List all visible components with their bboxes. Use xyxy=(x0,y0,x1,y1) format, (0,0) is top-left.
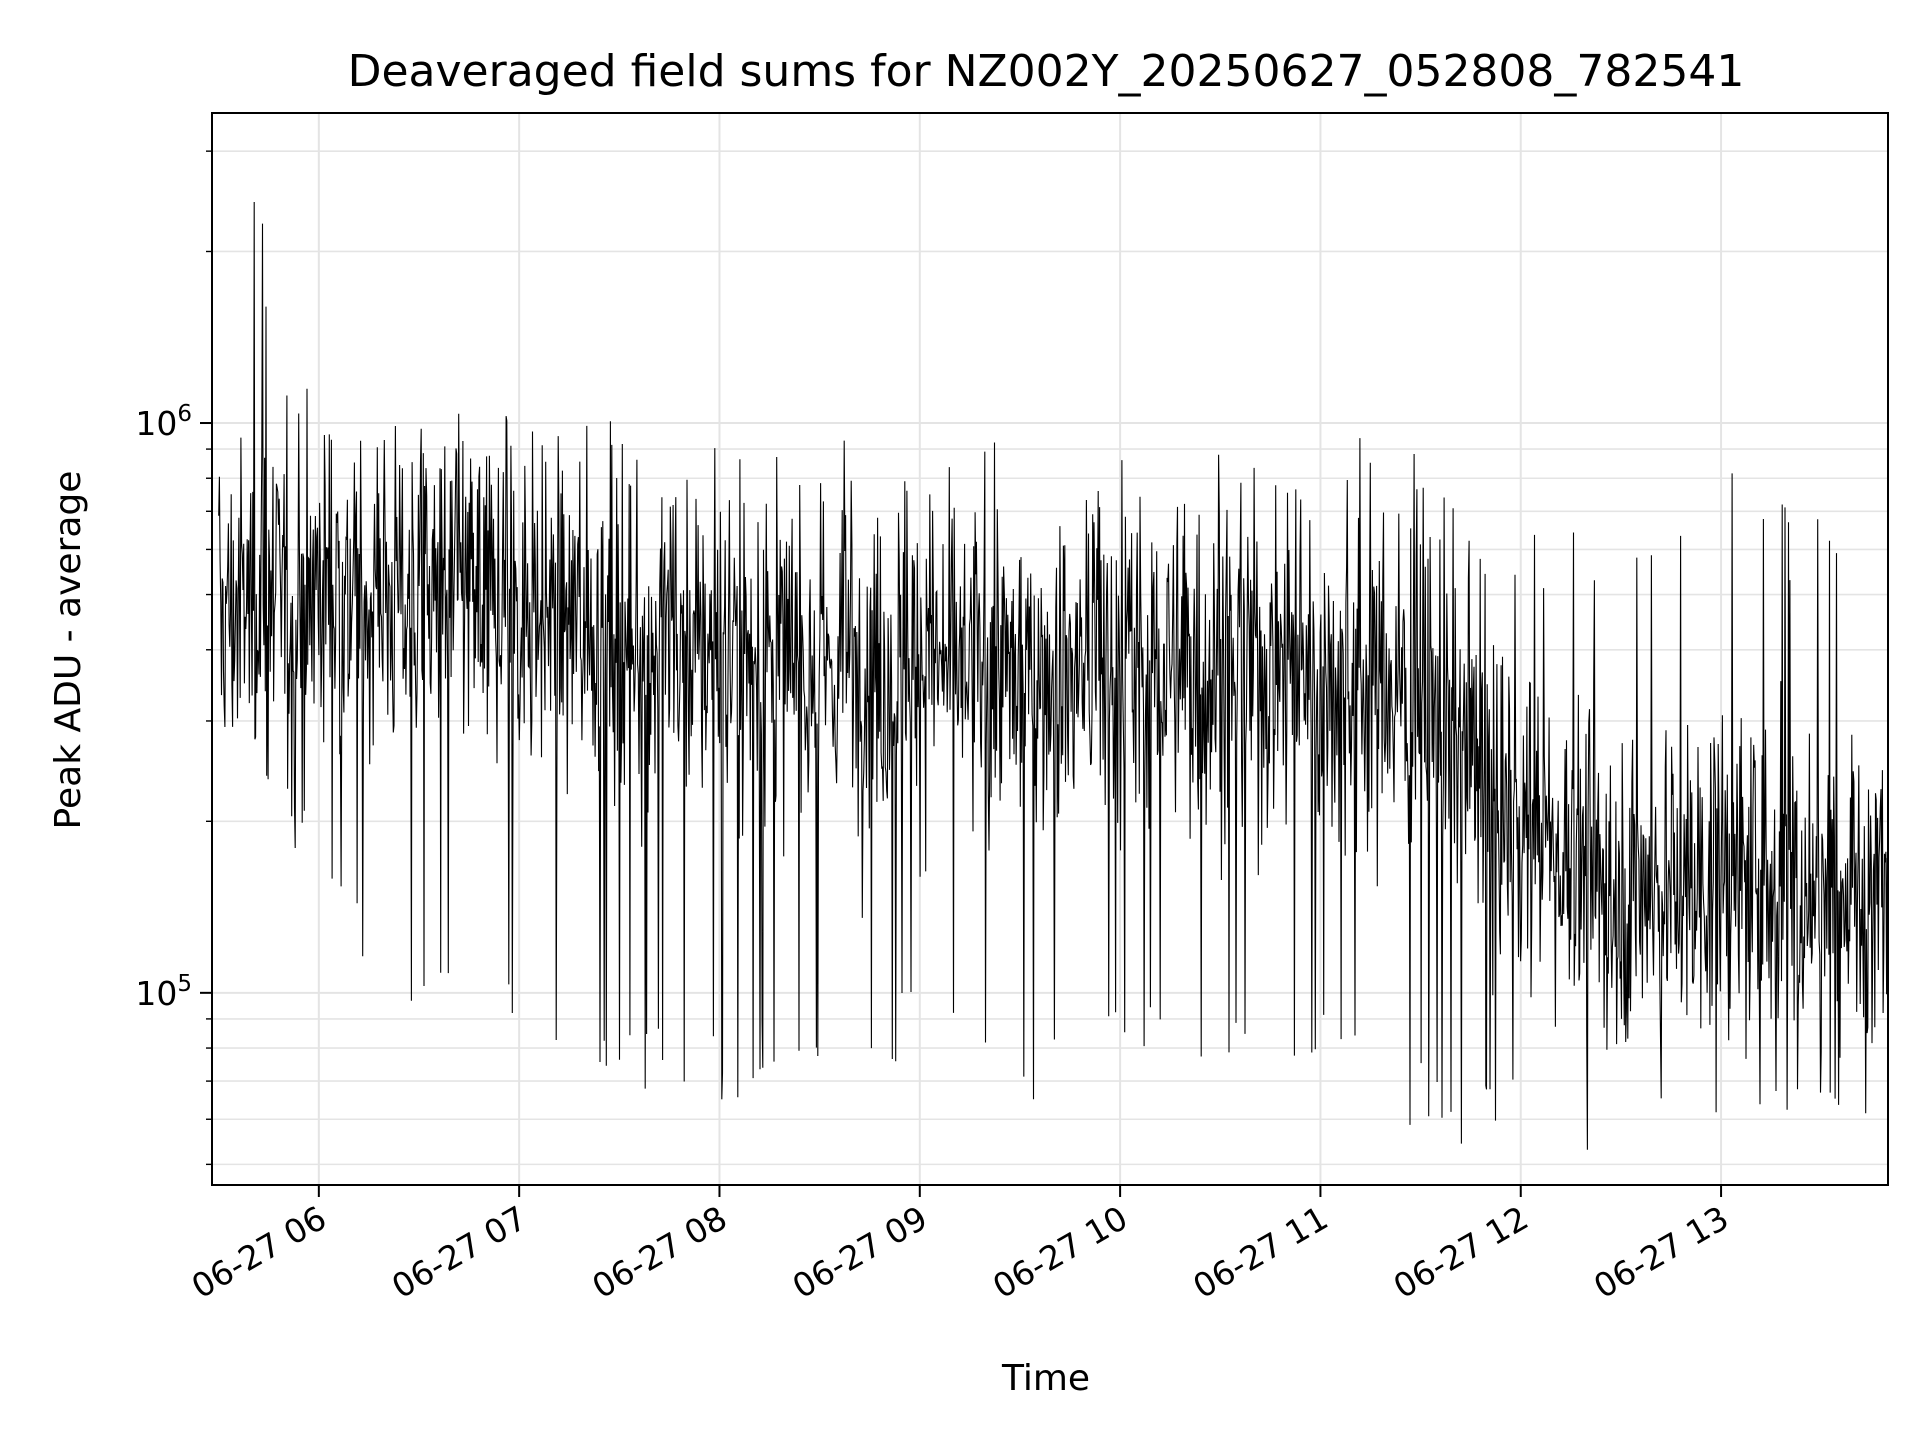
chart-title: Deaveraged field sums for NZ002Y_2025062… xyxy=(348,46,1745,97)
y-tick-label: 105 xyxy=(135,971,192,1013)
grid xyxy=(212,113,1888,1185)
y-tick-base: 10 xyxy=(135,974,177,1013)
series-layer xyxy=(218,201,1889,1150)
series-line xyxy=(218,201,1889,1150)
y-axis-label: Peak ADU - average xyxy=(48,471,89,830)
y-tick-label: 106 xyxy=(135,401,192,443)
plot-frame xyxy=(211,112,1889,1186)
x-axis-label: Time xyxy=(1001,1358,1090,1399)
y-tick-exponent: 5 xyxy=(177,971,192,997)
y-tick-base: 10 xyxy=(135,404,177,443)
y-tick-exponent: 6 xyxy=(177,401,192,427)
